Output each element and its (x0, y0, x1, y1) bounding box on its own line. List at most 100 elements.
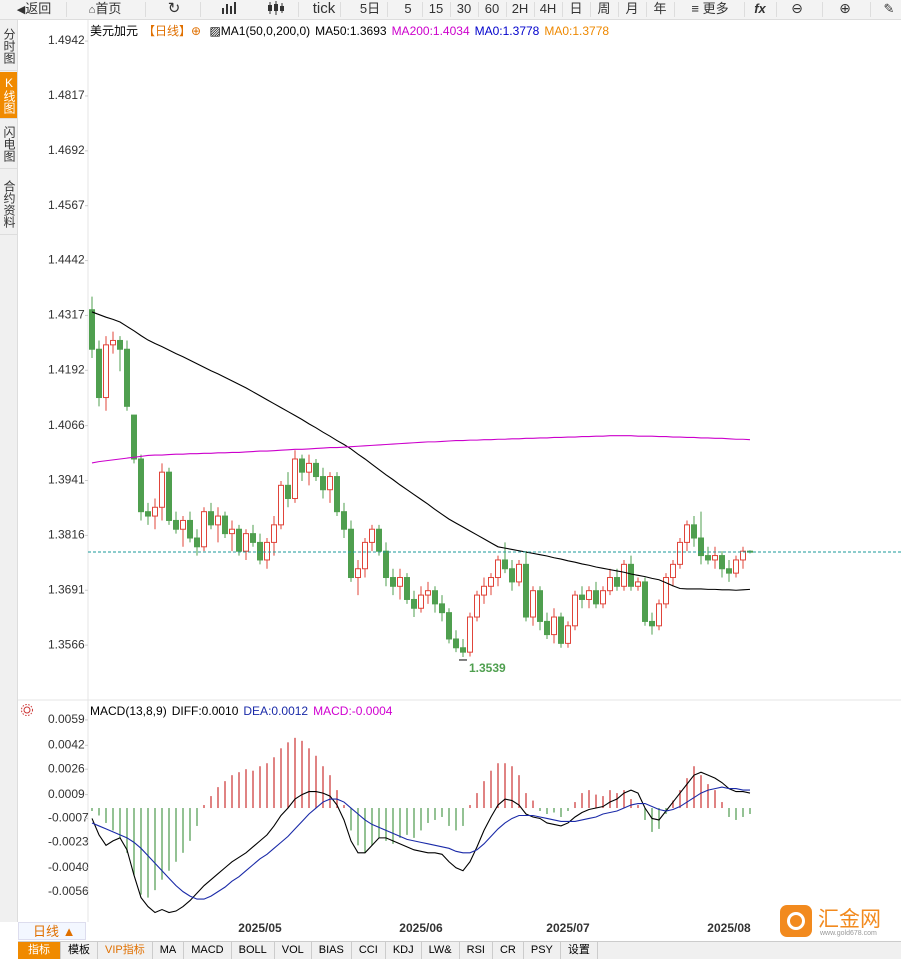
candle-body (558, 616, 564, 644)
add-icon[interactable]: ⊕ (191, 24, 202, 38)
y-tick-label: -0.0040 (48, 860, 89, 874)
candle-body (138, 458, 144, 513)
separator (870, 2, 871, 17)
separator (506, 2, 507, 17)
candle-body (446, 612, 452, 640)
draw-button[interactable]: ✎ (883, 1, 895, 16)
zoom-out-button[interactable]: ⊖ (791, 0, 803, 16)
candle-body (607, 577, 613, 592)
indicator-tab[interactable]: 模板 (61, 942, 98, 959)
period-button[interactable]: tick (312, 0, 336, 17)
back-button[interactable]: ◀返回 (16, 1, 52, 16)
candle-body (236, 528, 242, 552)
indicator-tab[interactable]: MACD (184, 942, 232, 959)
indicator-tab[interactable]: VIP指标 (98, 942, 153, 959)
candle-body (649, 620, 655, 627)
candle-body (159, 471, 165, 508)
legend-entry: DEA:0.0012 (243, 704, 309, 718)
candle-body (194, 537, 200, 548)
indicator-tab[interactable]: CR (493, 942, 524, 959)
period-button[interactable]: 4H (539, 1, 557, 16)
period-button[interactable]: 5日 (359, 1, 381, 16)
indicator-icon: ▨ (209, 24, 221, 38)
sidebar-tab[interactable]: 分时图 (0, 22, 17, 71)
period-button[interactable]: 日 (569, 1, 583, 16)
legend-entry: MACD:-0.0004 (313, 704, 393, 718)
separator (674, 2, 675, 17)
candle-body (222, 515, 228, 535)
sidebar-tab[interactable]: 闪电图 (0, 120, 17, 169)
macd-icon (21, 704, 33, 716)
period-button[interactable]: 2H (511, 1, 529, 16)
y-tick-label: 0.0059 (48, 712, 85, 726)
candle-body (642, 581, 648, 622)
candle-body (264, 541, 270, 561)
candle-body (166, 471, 172, 521)
separator (562, 2, 563, 17)
candle-body (516, 563, 522, 583)
home-button[interactable]: ⌂首页 (88, 1, 122, 16)
candle-body (481, 585, 487, 596)
candle-body (257, 541, 263, 561)
x-tick-label: 2025/05 (238, 921, 282, 935)
y-tick-label: 1.4442 (48, 253, 85, 267)
indicator-tab[interactable]: BIAS (312, 942, 352, 959)
candle-button[interactable] (264, 0, 288, 19)
separator (822, 2, 823, 17)
candle-body (362, 541, 368, 570)
x-tick-label: 2025/06 (399, 921, 443, 935)
legend-entry: DIFF:0.0010 (171, 704, 239, 718)
candle-body (355, 568, 361, 579)
period-button[interactable]: 月 (625, 1, 639, 16)
period-label: 【日线】 (143, 24, 192, 38)
candle-body (523, 563, 529, 618)
y-tick-label: 1.4942 (48, 33, 85, 47)
period-button[interactable]: 15 (428, 1, 444, 16)
candle-body (341, 511, 347, 530)
indicator-tab[interactable]: PSY (524, 942, 561, 959)
macd-icon (23, 706, 31, 714)
candle-body (565, 625, 571, 644)
candle-body (299, 458, 305, 473)
period-selector[interactable]: 日线 ▲ (18, 922, 86, 940)
more-button[interactable]: ≡ 更多 (691, 1, 729, 16)
refresh-button[interactable]: ↻ (167, 0, 181, 17)
sidebar-tab[interactable]: K线图 (0, 72, 17, 119)
indicator-tab[interactable]: RSI (460, 942, 493, 959)
candle-icon (268, 1, 284, 15)
bar-icon (222, 2, 236, 14)
candle-body (390, 577, 396, 587)
sidebar-tab[interactable]: 合约资料 (0, 174, 17, 235)
period-button[interactable]: 30 (456, 1, 472, 16)
period-button[interactable]: 60 (484, 1, 500, 16)
toolbar: ◀返回 ⌂首页 ↻ tick 5日 5 15 30 60 2H 4H 日周月年 ≡ 更多 fx … (0, 0, 901, 20)
chart-type-button[interactable] (218, 0, 242, 19)
period-button[interactable]: 5 (404, 1, 412, 16)
candle-body (684, 524, 690, 543)
candle-body (285, 484, 291, 500)
candle-body (327, 476, 333, 491)
candle-body (334, 476, 340, 513)
y-tick-label: -0.0023 (48, 835, 89, 849)
candle-body (229, 528, 235, 535)
period-button[interactable]: 周 (597, 1, 611, 16)
candle-body (614, 577, 620, 587)
formula-button[interactable]: fx (754, 1, 766, 16)
indicator-tabs: 指标 模板 VIP指标 MA MACD BOLL VOL BIAS CCI KDJ LW& RSI CR… (18, 941, 901, 959)
y-tick-label: 0.0009 (48, 787, 85, 801)
indicator-tab[interactable]: 指标 (18, 942, 61, 959)
main-legend: 美元加元 【日线】⊕ ▨MA1(50,0,200,0) MA50:1.3693 MA2… (90, 22, 619, 39)
zoom-in-button[interactable]: ⊕ (839, 0, 851, 16)
period-button[interactable]: 年 (653, 1, 667, 16)
indicator-tab[interactable]: MA (153, 942, 185, 959)
indicator-tab[interactable]: LW& (422, 942, 460, 959)
indicator-tab[interactable]: KDJ (386, 942, 422, 959)
indicator-tab[interactable]: BOLL (232, 942, 275, 959)
indicator-label: MA1(50,0,200,0) (220, 24, 311, 38)
indicator-line (91, 435, 751, 464)
indicator-tab[interactable]: 设置 (561, 942, 598, 959)
candle-body (635, 581, 641, 587)
indicator-tab[interactable]: CCI (352, 942, 386, 959)
indicator-tab[interactable]: VOL (275, 942, 312, 959)
